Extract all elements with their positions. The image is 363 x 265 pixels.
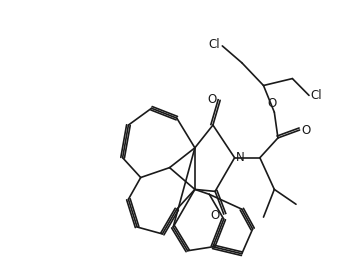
Text: Cl: Cl <box>310 89 322 102</box>
Text: O: O <box>211 209 220 222</box>
Text: Cl: Cl <box>208 38 220 51</box>
Text: O: O <box>267 97 276 110</box>
Text: O: O <box>207 92 216 105</box>
Text: O: O <box>301 123 310 136</box>
Text: N: N <box>236 151 245 164</box>
